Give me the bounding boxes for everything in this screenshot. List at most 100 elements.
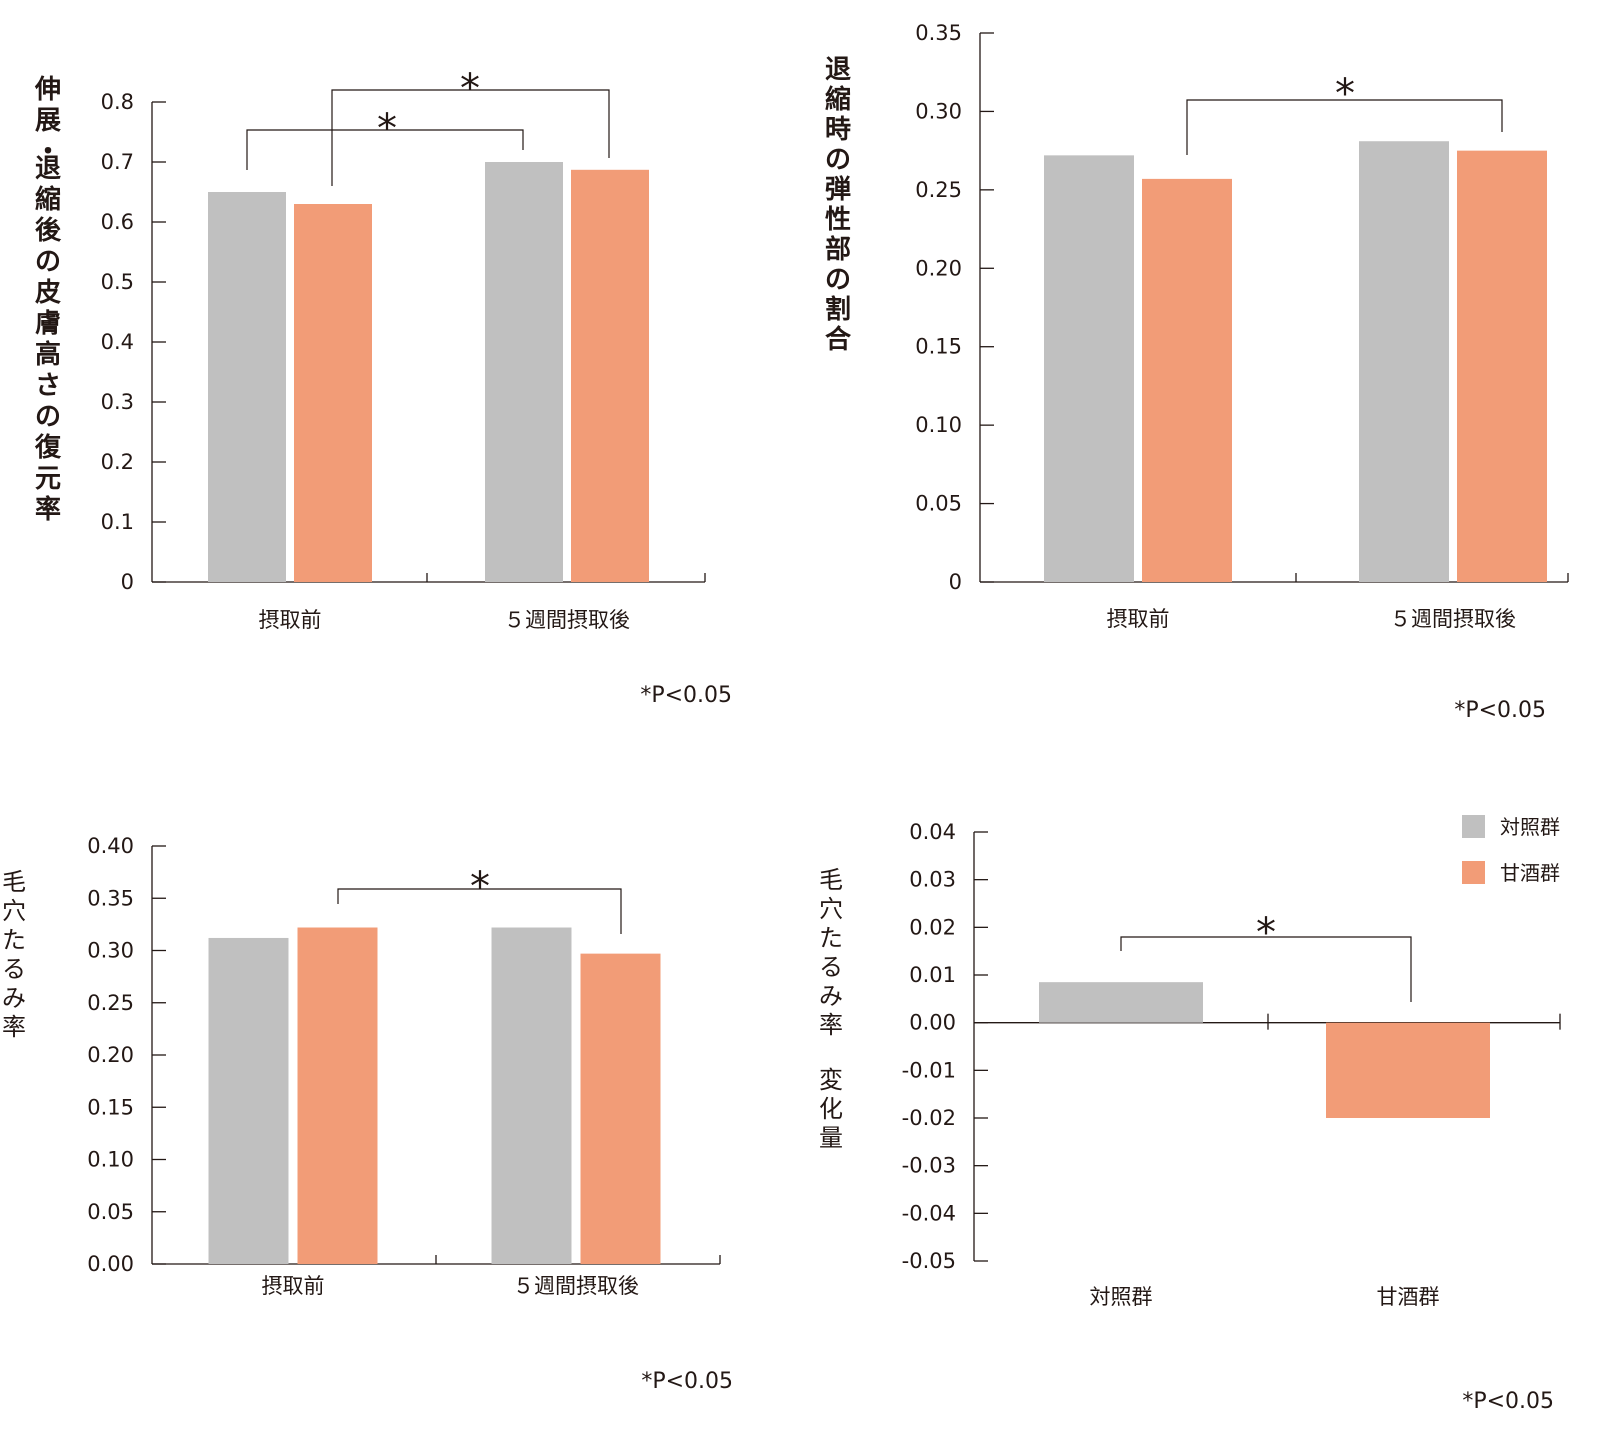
significance-bracket	[331, 89, 610, 186]
bar-甘酒群-0	[1142, 178, 1232, 582]
significance-star: *	[460, 66, 480, 112]
y-tick-label: 0.4	[101, 330, 134, 354]
significance-star: *	[377, 106, 397, 152]
y-axis-label-char: 率	[819, 1011, 843, 1039]
significance-star: *	[1335, 71, 1355, 117]
chart-1: 0 0.1 0.2 0.3 0.4 0.5 0.6 0.7 0.8 摂取前 ５週間摂取後 * * 伸展・退…	[34, 66, 732, 708]
y-tick-label: 0.00	[909, 1011, 956, 1035]
bar-甘酒群-0	[297, 927, 378, 1264]
y-tick-label: 0.15	[87, 1095, 134, 1119]
y-axis-label-char: 率	[35, 494, 61, 525]
bar-甘酒群-1	[1457, 150, 1547, 582]
chart-2: 0 0.05 0.10 0.15 0.20 0.25 0.30 0.35 摂取前 ５週間摂取後 * 退…	[825, 21, 1569, 723]
y-tick-label: 0.15	[915, 335, 962, 359]
y-axis-label-char: 穴	[2, 897, 26, 925]
y-tick-label: 0.20	[87, 1043, 134, 1067]
y-tick-label: 0.02	[909, 915, 956, 939]
significance-bracket	[1120, 936, 1412, 1002]
y-axis-label-char: 皮	[35, 278, 61, 308]
p-value-note: *P<0.05	[1462, 1389, 1554, 1414]
category-label: 摂取前	[1107, 607, 1170, 631]
y-axis-label-char: 退	[35, 154, 61, 184]
y-tick-label: 0.25	[87, 991, 134, 1015]
legend-swatch	[1462, 861, 1485, 884]
y-tick-label: 0.25	[915, 178, 962, 202]
category-label: ５週間摂取後	[504, 608, 630, 632]
bar-対照群-1	[1359, 141, 1449, 582]
y-axis-label-char: の	[35, 247, 61, 277]
y-tick-label: 0.30	[915, 99, 962, 123]
category-label: ５週間摂取後	[513, 1274, 639, 1298]
bar-対照群-0	[1039, 982, 1203, 1023]
y-axis-label-char: 復	[34, 432, 62, 463]
y-axis-label-char: 毛	[819, 866, 843, 894]
y-tick-label: 0.35	[87, 886, 134, 910]
y-tick-label: 0.10	[87, 1148, 134, 1172]
category-label: 甘酒群	[1377, 1285, 1440, 1309]
y-tick-label: 0.8	[101, 90, 134, 114]
y-axis-label-char: る	[819, 953, 843, 981]
p-value-note: *P<0.05	[1454, 698, 1546, 723]
y-axis-label-char: の	[825, 265, 851, 295]
significance-bracket	[1186, 99, 1503, 155]
y-axis-label-char: の	[35, 402, 61, 432]
y-tick-label: 0.3	[101, 390, 134, 414]
y-axis-label-char: ・	[35, 137, 61, 167]
y-tick-label: 0.30	[87, 939, 134, 963]
bar-対照群-1	[485, 162, 563, 582]
y-axis-label-char: み	[819, 982, 843, 1010]
y-tick-label: 0.10	[915, 413, 962, 437]
y-tick-label: 0.01	[909, 963, 956, 987]
bar-甘酒群-0	[294, 204, 372, 582]
y-axis-label-char: 化	[819, 1095, 843, 1123]
p-value-note: *P<0.05	[641, 1369, 733, 1394]
y-tick-label: 0.1	[101, 510, 134, 534]
y-axis-label-char: 割	[825, 294, 851, 325]
chart-3: 0.00 0.05 0.10 0.15 0.20 0.25 0.30 0.35 0.40 摂取前 ５…	[2, 834, 733, 1394]
y-tick-label: -0.05	[902, 1249, 956, 1273]
y-axis-label-char: 時	[825, 115, 851, 145]
y-axis-label-char: 退	[825, 55, 851, 85]
y-axis-label-char: み	[2, 984, 26, 1012]
y-axis-label-char: 後	[35, 215, 62, 246]
bar-甘酒群-1	[1326, 1022, 1490, 1118]
p-value-note: *P<0.05	[640, 683, 732, 708]
significance-star: *	[1256, 910, 1276, 956]
y-tick-label: 0.40	[87, 834, 134, 858]
y-tick-label: 0.6	[101, 210, 134, 234]
bar-甘酒群-1	[580, 953, 661, 1264]
y-axis-label-char: 膚	[35, 309, 61, 339]
y-tick-label: 0	[121, 570, 134, 594]
y-axis-label-char: 量	[819, 1124, 843, 1152]
legend-swatch	[1462, 815, 1485, 838]
y-tick-label: 0.05	[87, 1200, 134, 1224]
y-tick-label: 0.00	[87, 1252, 134, 1276]
y-axis-label-char: 元	[35, 464, 61, 494]
legend-label: 甘酒群	[1500, 861, 1560, 885]
y-axis-label-char: の	[825, 145, 851, 175]
y-tick-label: 0.35	[915, 21, 962, 45]
y-tick-label: 0.20	[915, 256, 962, 280]
category-label: ５週間摂取後	[1390, 607, 1516, 631]
y-tick-label: 0.7	[101, 150, 134, 174]
y-axis-label-char: 伸	[34, 75, 61, 105]
y-tick-label: 0.2	[101, 450, 134, 474]
y-axis-label-char: 毛	[2, 868, 26, 896]
bar-対照群-0	[1044, 155, 1134, 582]
y-axis-label-char: 高	[35, 339, 61, 370]
y-axis-label-char: る	[2, 955, 26, 983]
y-axis-label-char: 変	[819, 1066, 843, 1094]
category-label: 摂取前	[259, 608, 322, 632]
bar-甘酒群-1	[571, 169, 649, 583]
y-axis-label-char: 部	[825, 235, 851, 265]
y-axis-label-char: さ	[35, 371, 61, 401]
y-axis-label-char: 縮	[825, 84, 851, 115]
y-tick-label: -0.01	[902, 1058, 956, 1082]
category-label: 摂取前	[262, 1274, 325, 1298]
legend-label: 対照群	[1500, 815, 1560, 839]
